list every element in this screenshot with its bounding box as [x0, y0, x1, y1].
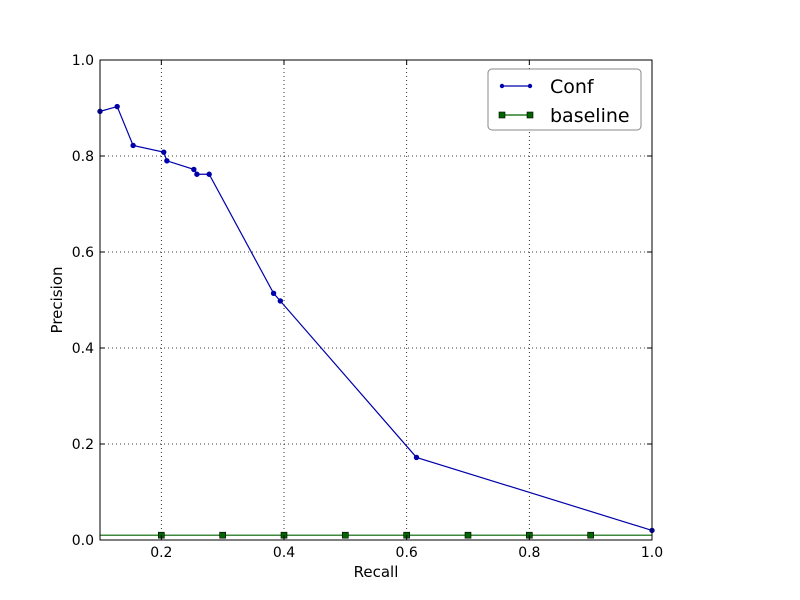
- data-point: [342, 531, 349, 539]
- y-tick-label: 0.8: [72, 149, 94, 165]
- series-line: [99, 105, 653, 531]
- x-tick-label: 0.4: [273, 545, 295, 561]
- y-tick-label: 0.6: [72, 245, 94, 261]
- series-baseline: [100, 531, 652, 539]
- legend-label: Conf: [550, 76, 595, 98]
- data-point: [464, 531, 472, 539]
- data-point: [161, 149, 167, 155]
- legend-marker: [527, 83, 533, 89]
- data-point: [194, 171, 200, 177]
- legend-entry: baseline: [498, 105, 630, 127]
- legend-entry: Conf: [499, 76, 595, 98]
- x-tick-label: 1.0: [641, 545, 663, 561]
- legend: Conf baseline: [487, 68, 642, 131]
- grid: [100, 60, 652, 540]
- data-point: [219, 531, 226, 539]
- data-point: [587, 531, 594, 539]
- y-tick-label: 0.2: [72, 437, 94, 453]
- data-point: [114, 103, 120, 110]
- legend-marker: [498, 111, 506, 119]
- data-point: [270, 290, 277, 296]
- y-tick-label: 0.0: [72, 533, 94, 549]
- x-tick-label: 0.8: [518, 545, 540, 561]
- x-axis-label: Recall: [354, 563, 399, 581]
- data-point: [164, 158, 170, 164]
- data-point: [191, 166, 197, 173]
- legend-marker: [499, 83, 505, 89]
- y-tick-label: 0.4: [72, 341, 94, 357]
- y-axis-label: Precision: [48, 267, 66, 334]
- ticks: 0.2 0.4 0.6 0.8 1.0 0.0 0.2 0.4 0.6 0.8 1.0: [72, 53, 663, 561]
- x-tick-label: 0.6: [396, 545, 418, 561]
- y-tick-label: 1.0: [72, 53, 94, 69]
- data-point: [206, 171, 212, 177]
- series-layer: [97, 103, 655, 539]
- plot-frame: [99, 59, 653, 541]
- legend-marker: [526, 111, 534, 119]
- data-point: [277, 298, 284, 304]
- x-tick-label: 0.2: [150, 545, 172, 561]
- legend-label: baseline: [550, 105, 630, 127]
- data-point: [130, 142, 136, 149]
- data-point: [413, 454, 420, 461]
- series-conf: [97, 103, 655, 534]
